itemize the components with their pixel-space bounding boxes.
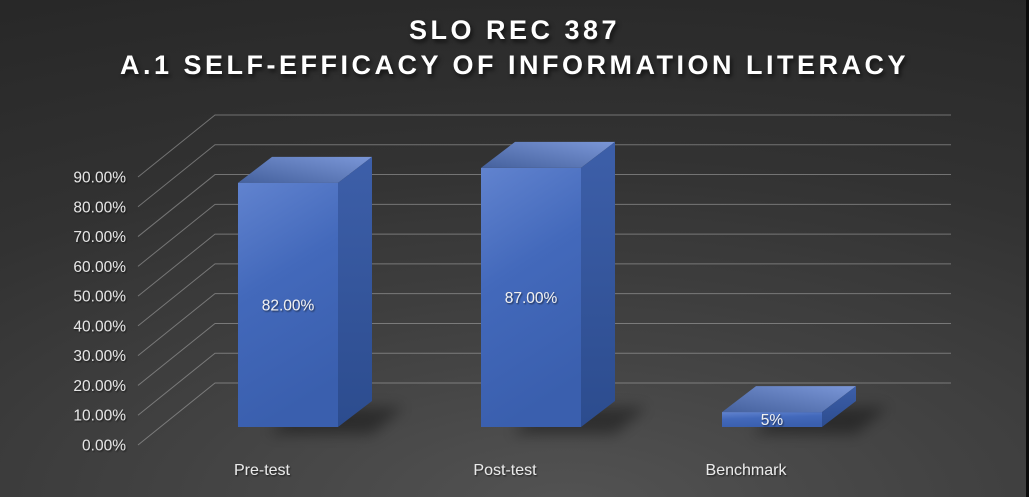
bar-benchmark: 5%: [722, 386, 888, 434]
gridline: [137, 293, 951, 357]
y-tick-label: 60.00%: [73, 259, 126, 276]
chart-title-line1: SLO REC 387: [408, 15, 621, 45]
y-tick-label: 40.00%: [73, 318, 126, 335]
chart-title: SLO REC 387 A.1 SELF-EFFICACY OF INFORMA…: [0, 13, 1029, 83]
gridline: [137, 114, 951, 178]
y-tick-label: 80.00%: [73, 199, 126, 216]
gridline: [137, 263, 951, 327]
y-tick-label: 10.00%: [73, 408, 126, 425]
chart-title-line2: A.1 SELF-EFFICACY OF INFORMATION LITERAC…: [120, 50, 909, 80]
y-tick-label: 50.00%: [73, 289, 126, 306]
bar-post-test: 87.00%: [481, 141, 647, 434]
y-tick-label: 90.00%: [73, 170, 126, 187]
gridline: [137, 203, 951, 267]
gridline: [137, 174, 951, 237]
bar-data-label: 82.00%: [262, 297, 315, 314]
gridline: [137, 233, 951, 297]
bar-front-face: [722, 412, 822, 427]
y-axis: 0.00% 10.00% 20.00% 30.00% 40.00% 50.00% 60.00…: [73, 170, 126, 455]
bar-top-face: [238, 156, 372, 183]
bar-front-face: [238, 182, 338, 427]
y-tick-label: 20.00%: [73, 378, 126, 395]
bar-data-label: 87.00%: [505, 290, 558, 307]
screen-right-edge: [1026, 0, 1029, 497]
bar-data-label: 5%: [761, 412, 784, 429]
x-category-label-pre-test: Pre-test: [234, 462, 291, 479]
gridline: [137, 322, 951, 386]
bar-top-face: [481, 141, 615, 168]
x-category-label-benchmark: Benchmark: [706, 462, 788, 479]
bar-front-face: [481, 167, 581, 427]
gridline: [137, 352, 951, 416]
y-tick-label: 70.00%: [73, 229, 126, 246]
bar-pre-test: 82.00%: [238, 156, 404, 434]
y-tick-label: 0.00%: [82, 438, 126, 455]
gridline: [137, 144, 951, 208]
bar-top-face: [722, 386, 856, 413]
bar-side-face: [338, 156, 372, 428]
gridline: [137, 382, 951, 446]
gridlines: [137, 114, 951, 446]
y-tick-label: 30.00%: [73, 348, 126, 365]
bar-side-face: [581, 141, 615, 427]
bar-side-face: [822, 386, 856, 427]
x-category-label-post-test: Post-test: [473, 462, 537, 479]
